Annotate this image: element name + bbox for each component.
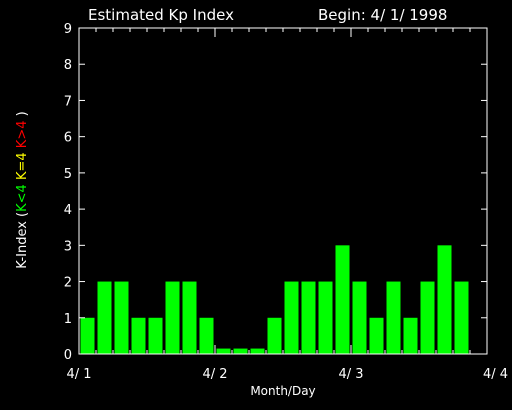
y-label-part-0: K-Index ( <box>15 212 30 269</box>
y-tick-label-9: 9 <box>64 22 72 37</box>
x-tick-label-3: 4/ 4 <box>483 367 508 382</box>
bar-17 <box>369 317 384 354</box>
y-label-part-1: K<4 <box>15 184 30 212</box>
bar-18 <box>386 281 401 354</box>
chart-subtitle: Begin: 4/ 1/ 1998 <box>318 6 447 24</box>
bar-22 <box>454 281 469 354</box>
bar-12 <box>284 281 299 354</box>
bar-16 <box>352 281 367 354</box>
bar-10 <box>250 348 265 354</box>
bar-20 <box>420 281 435 354</box>
bar-5 <box>165 281 180 354</box>
y-tick-label-3: 3 <box>64 239 72 254</box>
bar-0 <box>80 317 95 354</box>
bar-9 <box>233 348 248 354</box>
bar-8 <box>216 348 231 354</box>
bar-15 <box>335 245 350 354</box>
x-axis-label: Month/Day <box>250 384 315 398</box>
bar-7 <box>199 317 214 354</box>
y-tick-label-6: 6 <box>64 131 72 146</box>
x-tick-label-1: 4/ 2 <box>202 367 227 382</box>
chart-title: Estimated Kp Index <box>88 6 234 24</box>
bar-11 <box>267 317 282 354</box>
y-axis-label: K-Index (K<4 K=4 K>4 ) <box>15 111 30 268</box>
bars-group <box>80 245 469 354</box>
bar-14 <box>318 281 333 354</box>
axes-group: 0 1 2 3 4 5 6 7 8 9 4/ 1 4/ 2 4/ 3 4/ 4 <box>64 22 508 382</box>
bar-6 <box>182 281 197 354</box>
y-tick-label-8: 8 <box>64 58 72 73</box>
bar-21 <box>437 245 452 354</box>
bar-13 <box>301 281 316 354</box>
x-tick-label-0: 4/ 1 <box>66 367 91 382</box>
bar-3 <box>131 317 146 354</box>
y-label-part-6: ) <box>15 111 30 120</box>
bar-4 <box>148 317 163 354</box>
y-tick-label-5: 5 <box>64 167 72 182</box>
y-label-part-3: K=4 <box>15 152 30 180</box>
y-label-part-5: K>4 <box>15 120 30 148</box>
bar-2 <box>114 281 129 354</box>
x-tick-label-2: 4/ 3 <box>338 367 363 382</box>
y-tick-label-1: 1 <box>64 312 72 327</box>
bar-1 <box>97 281 112 354</box>
y-tick-label-2: 2 <box>64 276 72 291</box>
y-tick-label-7: 7 <box>64 94 72 109</box>
y-tick-label-4: 4 <box>64 203 72 218</box>
bar-19 <box>403 317 418 354</box>
y-tick-label-0: 0 <box>64 348 72 363</box>
